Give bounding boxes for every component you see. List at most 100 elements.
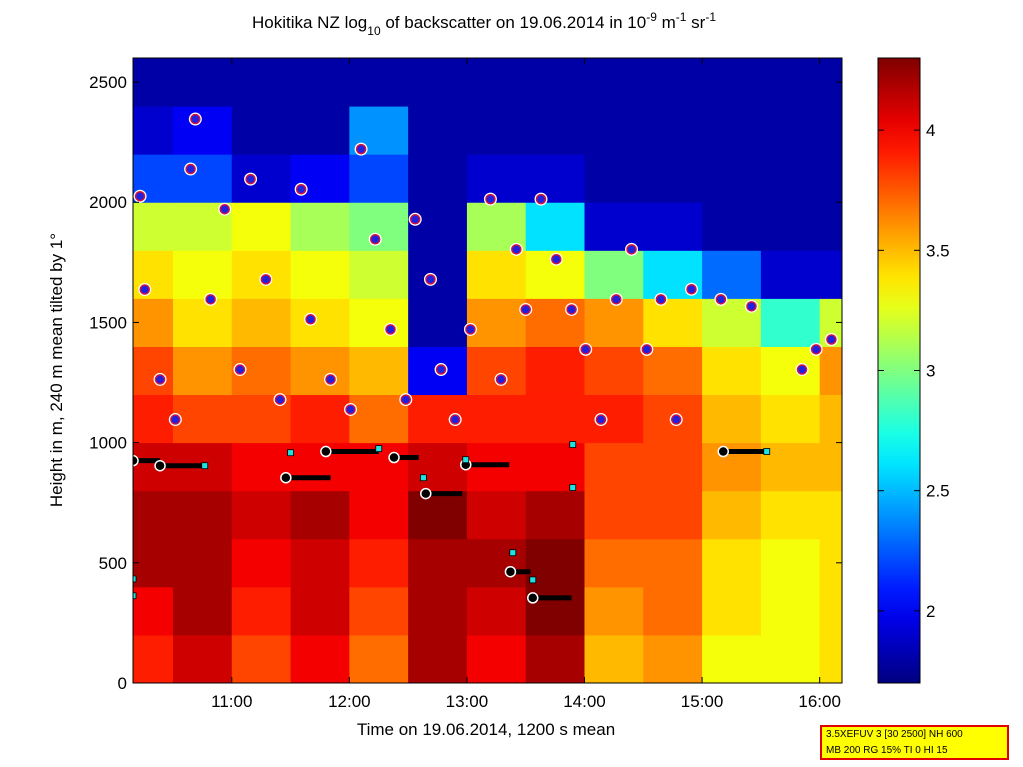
layer-point xyxy=(686,284,697,295)
heatmap-cell xyxy=(702,154,762,203)
layer-point xyxy=(369,234,381,245)
heatmap-cell xyxy=(290,490,350,540)
heatmap-cell xyxy=(702,538,762,588)
heatmap-cell xyxy=(349,250,409,299)
heatmap-cell xyxy=(290,202,350,251)
heatmap-cell xyxy=(643,490,703,540)
heatmap-cell xyxy=(760,154,821,203)
y-axis-label: Height in m, 240 m mean tilted by 1° xyxy=(47,233,66,507)
layer-point xyxy=(345,404,356,415)
heatmap-cell xyxy=(408,538,468,588)
heatmap-cell xyxy=(466,58,527,107)
title-part: -1 xyxy=(705,10,716,24)
info-line: 3.5XEFUV 3 [30 2500] NH 600 xyxy=(826,729,963,740)
layer-point xyxy=(511,244,522,255)
heatmap-cell xyxy=(702,250,762,299)
heatmap-cell xyxy=(760,250,821,299)
title-part: sr xyxy=(686,13,705,32)
plot-frame xyxy=(132,57,843,684)
layer-point xyxy=(641,344,653,355)
heatmap-cell xyxy=(760,298,821,347)
heatmap-cell xyxy=(466,106,527,155)
heatmap-cell xyxy=(349,298,409,347)
x-axis-label: Time on 19.06.2014, 1200 s mean xyxy=(357,720,615,739)
info-line: MB 200 RG 15% TI 0 HI 15 xyxy=(826,745,948,756)
heatmap-cell xyxy=(172,634,233,683)
y-tick-label: 2500 xyxy=(89,73,127,92)
cloud-base-start xyxy=(717,445,729,458)
heatmap-cell xyxy=(643,202,703,251)
heatmap-cell xyxy=(290,634,350,683)
heatmap-cell xyxy=(702,634,762,683)
heatmap-cell xyxy=(525,58,586,107)
chart-title: Hokitika NZ log10 of backscatter on 19.0… xyxy=(252,10,716,38)
cloud-base-start xyxy=(527,592,539,604)
heatmap-cell xyxy=(643,442,703,492)
heatmap-cell xyxy=(584,154,644,203)
heatmap-cell xyxy=(290,394,350,444)
layer-point xyxy=(305,314,316,325)
heatmap-cell xyxy=(702,586,762,636)
heatmap-cell xyxy=(819,154,842,203)
layer-point xyxy=(260,274,272,285)
heatmap-cell xyxy=(231,106,292,155)
marker-square xyxy=(763,448,771,455)
heatmap-cell xyxy=(584,202,644,251)
heatmap-cell xyxy=(760,538,821,588)
heatmap-cell xyxy=(643,346,703,396)
title-part: -9 xyxy=(646,10,657,24)
cloud-base-start xyxy=(320,445,332,458)
cloud-base-start xyxy=(420,487,432,500)
layer-point xyxy=(465,324,476,335)
heatmap-cell xyxy=(584,250,644,299)
layer-point xyxy=(185,163,196,175)
heatmap-cell xyxy=(172,298,233,347)
layer-point xyxy=(234,364,246,375)
heatmap-cell xyxy=(819,250,842,299)
heatmap-cell xyxy=(643,298,703,347)
heatmap-cell xyxy=(290,250,350,299)
heatmap-cell xyxy=(525,442,586,492)
heatmap-cell xyxy=(643,586,703,636)
heatmap-cell xyxy=(231,154,292,203)
layer-point xyxy=(170,414,181,425)
heatmap-cell xyxy=(643,634,703,683)
layer-point xyxy=(245,173,256,185)
heatmap-cell xyxy=(408,490,468,540)
marker-square xyxy=(133,575,137,583)
heatmap-cell xyxy=(760,106,821,155)
heatmap-cell xyxy=(290,58,350,107)
heatmap-cell xyxy=(466,586,527,636)
marker-square xyxy=(569,484,577,491)
layer-point xyxy=(655,294,667,305)
x-tick-label: 12:00 xyxy=(328,692,371,711)
layer-point xyxy=(385,324,396,335)
cloud-base-start xyxy=(280,471,292,484)
heatmap-cell xyxy=(408,106,468,155)
x-tick-label: 11:00 xyxy=(211,692,252,711)
heatmap-cell xyxy=(172,250,233,299)
heatmap-cell xyxy=(760,490,821,540)
layer-point xyxy=(154,374,166,385)
heatmap-cell xyxy=(760,586,821,636)
layer-point xyxy=(139,284,151,295)
heatmap-cell xyxy=(349,154,409,203)
heatmap-cell xyxy=(231,490,292,540)
heatmap-cell xyxy=(349,586,409,636)
heatmap-cell xyxy=(819,202,842,251)
layer-point xyxy=(325,374,336,385)
heatmap-cell xyxy=(408,154,468,203)
heatmap-cell xyxy=(231,442,292,492)
heatmap-cell xyxy=(133,298,174,347)
heatmap-cell xyxy=(349,58,409,107)
colorbar xyxy=(877,57,921,684)
heatmap-cell xyxy=(466,634,527,683)
heatmap-cell xyxy=(133,394,174,444)
heatmap-cell xyxy=(466,154,527,203)
heatmap-cell xyxy=(819,394,842,444)
heatmap-cell xyxy=(584,490,644,540)
heatmap-cell xyxy=(231,538,292,588)
marker-square xyxy=(133,592,137,600)
colorbar-tick-label: 3 xyxy=(926,362,935,381)
